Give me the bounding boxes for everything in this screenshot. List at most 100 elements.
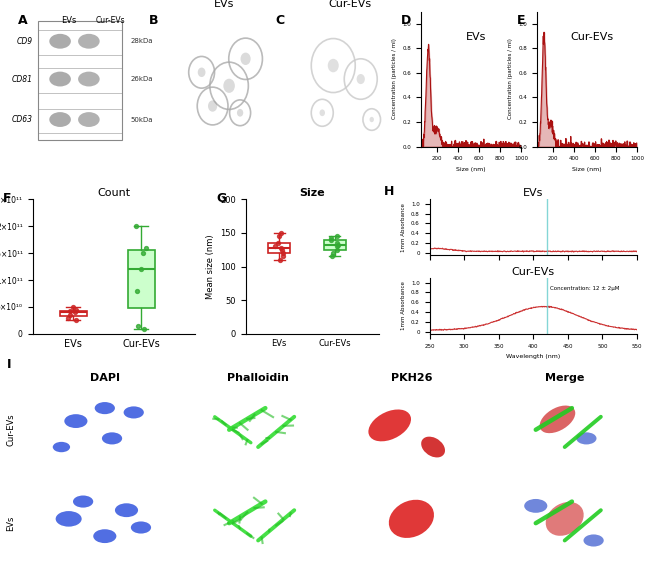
Point: [332, 242, 343, 251]
Y-axis label: 1mm Absorbance: 1mm Absorbance: [400, 281, 406, 330]
PathPatch shape: [127, 250, 155, 308]
Point: [138, 249, 148, 258]
Point: [277, 245, 287, 254]
Ellipse shape: [78, 112, 99, 127]
Text: F: F: [3, 192, 12, 205]
Text: Cur-EVs: Cur-EVs: [96, 16, 125, 25]
X-axis label: Wavelength (nm): Wavelength (nm): [506, 354, 560, 360]
Text: PKH26: PKH26: [391, 373, 432, 383]
Point: [276, 228, 286, 238]
Ellipse shape: [546, 502, 584, 536]
Text: 50μm: 50μm: [452, 458, 468, 464]
Point: [275, 255, 285, 264]
Text: DAPI: DAPI: [90, 373, 120, 383]
Point: [326, 235, 336, 244]
Circle shape: [577, 432, 597, 444]
Circle shape: [124, 406, 144, 418]
Point: [278, 249, 288, 258]
Text: 50μm: 50μm: [298, 458, 315, 464]
Point: [276, 243, 286, 252]
Text: 50kDa: 50kDa: [131, 117, 153, 123]
Point: [71, 316, 81, 325]
PathPatch shape: [324, 239, 346, 250]
Ellipse shape: [49, 34, 71, 49]
Text: Cur-EVs: Cur-EVs: [6, 413, 15, 446]
Title: Size: Size: [300, 188, 326, 198]
Text: CD63: CD63: [12, 115, 32, 124]
Point: [332, 245, 342, 254]
Circle shape: [64, 414, 88, 428]
Circle shape: [95, 402, 115, 414]
Text: 26kDa: 26kDa: [131, 76, 153, 82]
Ellipse shape: [49, 72, 71, 87]
Text: 50μm: 50μm: [298, 552, 315, 557]
Point: [141, 243, 151, 252]
Text: E: E: [517, 14, 526, 27]
Ellipse shape: [369, 409, 411, 442]
Text: CD9: CD9: [16, 37, 32, 46]
Point: [133, 321, 143, 331]
FancyBboxPatch shape: [38, 68, 122, 92]
Point: [332, 232, 342, 241]
Point: [70, 307, 80, 317]
Ellipse shape: [78, 72, 99, 87]
Circle shape: [131, 521, 151, 533]
Point: [71, 305, 81, 314]
Point: [273, 238, 283, 247]
Y-axis label: Mean size (nm): Mean size (nm): [206, 234, 215, 299]
Text: B: B: [149, 14, 159, 27]
Text: 50μm: 50μm: [145, 458, 161, 464]
Point: [326, 234, 337, 243]
Circle shape: [115, 503, 138, 517]
Point: [327, 252, 337, 261]
Circle shape: [56, 511, 82, 527]
Text: 50μm: 50μm: [145, 552, 161, 557]
Point: [63, 313, 73, 323]
Text: G: G: [216, 192, 227, 205]
Circle shape: [524, 499, 547, 513]
Title: Cur-EVs: Cur-EVs: [512, 267, 555, 277]
Text: Merge: Merge: [545, 373, 584, 383]
FancyBboxPatch shape: [38, 109, 122, 133]
Text: Concentration: 12 ± 2μM: Concentration: 12 ± 2μM: [550, 286, 619, 291]
Point: [136, 265, 146, 274]
Point: [333, 240, 343, 250]
Text: CD81: CD81: [12, 75, 32, 84]
Point: [278, 252, 288, 261]
Text: A: A: [18, 14, 28, 27]
Text: 28kDa: 28kDa: [131, 38, 153, 45]
Ellipse shape: [389, 500, 434, 538]
Y-axis label: 1mm Absorbance: 1mm Absorbance: [400, 203, 406, 251]
Ellipse shape: [540, 406, 575, 433]
Text: 50μm: 50μm: [605, 552, 621, 557]
Point: [68, 302, 79, 312]
Point: [131, 286, 142, 295]
Ellipse shape: [49, 112, 71, 127]
Text: EVs: EVs: [213, 0, 234, 9]
Point: [332, 238, 343, 247]
Point: [65, 307, 75, 316]
Text: H: H: [384, 185, 395, 198]
Point: [270, 242, 280, 251]
Circle shape: [73, 495, 93, 507]
Title: Count: Count: [98, 188, 131, 198]
Y-axis label: Concentration (particles / ml): Concentration (particles / ml): [508, 39, 513, 120]
X-axis label: Size (nm): Size (nm): [456, 167, 486, 172]
Ellipse shape: [421, 436, 445, 457]
Circle shape: [93, 529, 116, 543]
Text: D: D: [401, 14, 411, 27]
Text: Phalloidin: Phalloidin: [227, 373, 289, 383]
Circle shape: [102, 432, 122, 444]
X-axis label: Size (nm): Size (nm): [572, 167, 602, 172]
Text: 50μm: 50μm: [452, 552, 468, 557]
Point: [328, 249, 338, 258]
Point: [139, 324, 150, 333]
Text: EVs: EVs: [61, 16, 76, 25]
Text: EVs: EVs: [465, 32, 486, 42]
Text: Cur-EVs: Cur-EVs: [328, 0, 371, 9]
Y-axis label: Concentration (particles / ml): Concentration (particles / ml): [392, 39, 397, 120]
Text: C: C: [275, 14, 284, 27]
Circle shape: [53, 442, 70, 452]
Point: [65, 310, 75, 320]
Ellipse shape: [78, 34, 99, 49]
